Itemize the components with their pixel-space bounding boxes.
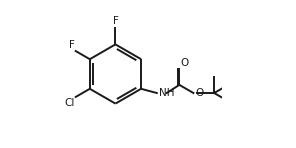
- Text: O: O: [181, 58, 189, 68]
- Text: O: O: [195, 88, 203, 98]
- Text: F: F: [112, 16, 118, 26]
- Text: Cl: Cl: [64, 98, 75, 108]
- Text: NH: NH: [159, 88, 174, 98]
- Text: F: F: [69, 40, 75, 50]
